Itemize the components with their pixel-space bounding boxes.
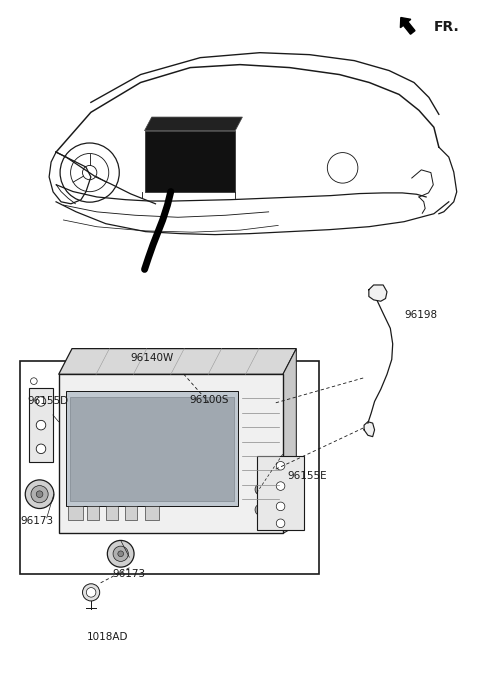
- Text: 96100S: 96100S: [189, 395, 229, 405]
- Bar: [21, 361, 319, 574]
- Text: 96140W: 96140W: [130, 353, 173, 363]
- Text: 96173: 96173: [21, 516, 54, 526]
- Bar: [59, 375, 283, 533]
- Bar: [68, 507, 83, 520]
- Circle shape: [31, 378, 37, 385]
- Circle shape: [118, 551, 123, 556]
- Text: 96155D: 96155D: [28, 396, 69, 406]
- Polygon shape: [59, 349, 296, 375]
- Bar: [70, 397, 234, 501]
- Bar: [144, 507, 159, 520]
- Polygon shape: [369, 285, 387, 301]
- Circle shape: [83, 584, 100, 601]
- Bar: [29, 388, 53, 462]
- Circle shape: [276, 462, 285, 470]
- Bar: [257, 456, 304, 530]
- Bar: [87, 507, 99, 520]
- Text: FR.: FR.: [433, 20, 459, 34]
- Bar: [125, 507, 137, 520]
- Text: 96155E: 96155E: [288, 471, 327, 481]
- Circle shape: [108, 541, 134, 567]
- Circle shape: [255, 504, 266, 516]
- Circle shape: [276, 519, 285, 528]
- Circle shape: [113, 546, 128, 561]
- Text: 96198: 96198: [405, 310, 438, 320]
- Circle shape: [36, 420, 46, 430]
- Bar: [66, 392, 238, 507]
- Circle shape: [36, 396, 46, 406]
- Text: 1018AD: 1018AD: [86, 632, 128, 642]
- Circle shape: [276, 481, 285, 490]
- Bar: [144, 131, 235, 191]
- FancyArrow shape: [400, 18, 415, 34]
- Polygon shape: [364, 422, 374, 437]
- Circle shape: [36, 491, 43, 498]
- Circle shape: [255, 484, 266, 495]
- Text: 96173: 96173: [113, 569, 146, 579]
- Bar: [107, 507, 118, 520]
- Circle shape: [25, 480, 54, 509]
- Polygon shape: [283, 349, 296, 533]
- Circle shape: [31, 486, 48, 503]
- Circle shape: [276, 502, 285, 511]
- Circle shape: [86, 588, 96, 597]
- Circle shape: [36, 444, 46, 454]
- Polygon shape: [144, 117, 242, 131]
